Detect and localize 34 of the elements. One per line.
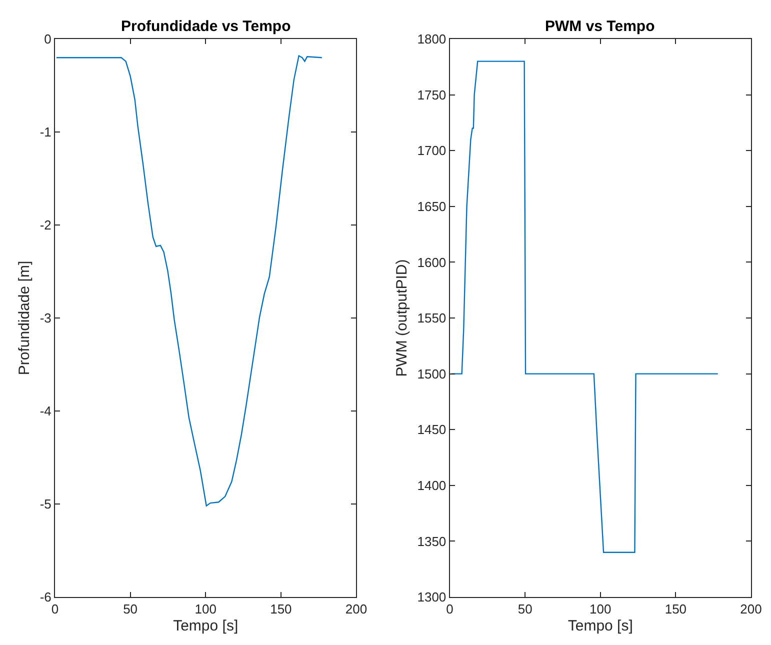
x-tick-label: 100 bbox=[194, 602, 216, 617]
x-tick-label: 100 bbox=[590, 602, 612, 617]
y-tick-label: 1700 bbox=[417, 143, 446, 158]
x-axis-title: Tempo [s] bbox=[173, 618, 238, 635]
y-axis-title: Profundidade [m] bbox=[16, 260, 34, 376]
y-tick-label: 1600 bbox=[417, 254, 446, 270]
y-tick-label: -1 bbox=[40, 124, 52, 140]
y-tick-label: 1750 bbox=[417, 87, 446, 102]
y-tick-label: 0 bbox=[44, 32, 52, 47]
y-tick-label: 1550 bbox=[417, 310, 446, 326]
x-tick-label: 150 bbox=[664, 602, 687, 617]
line-series bbox=[450, 60, 718, 553]
x-tick-label: 150 bbox=[270, 602, 292, 617]
y-axis-title: PWM (outputPID) bbox=[393, 259, 410, 377]
chart-title: Profundidade vs Tempo bbox=[121, 18, 291, 35]
y-tick-label: 1650 bbox=[417, 198, 446, 214]
x-tick-label: 50 bbox=[518, 602, 532, 617]
y-tick-label: -4 bbox=[40, 404, 52, 419]
y-tick-label: -5 bbox=[40, 496, 52, 512]
y-tick-label: -3 bbox=[40, 310, 52, 326]
chart-title: PWM vs Tempo bbox=[545, 18, 655, 35]
y-tick-label: 1350 bbox=[417, 534, 446, 549]
y-tick-label: -2 bbox=[40, 218, 52, 233]
line-series bbox=[56, 55, 322, 506]
y-tick-label: -6 bbox=[40, 590, 52, 605]
y-tick-label: 1500 bbox=[417, 366, 446, 382]
x-tick-label: 50 bbox=[123, 602, 138, 617]
x-axis-title: Tempo [s] bbox=[568, 618, 633, 635]
y-tick-label: 1300 bbox=[417, 590, 446, 605]
y-tick-label: 1450 bbox=[417, 422, 446, 438]
x-tick-label: 200 bbox=[345, 602, 368, 617]
y-tick-label: 1400 bbox=[417, 478, 446, 493]
x-tick-label: 200 bbox=[740, 602, 762, 617]
y-tick-label: 1800 bbox=[417, 32, 446, 47]
